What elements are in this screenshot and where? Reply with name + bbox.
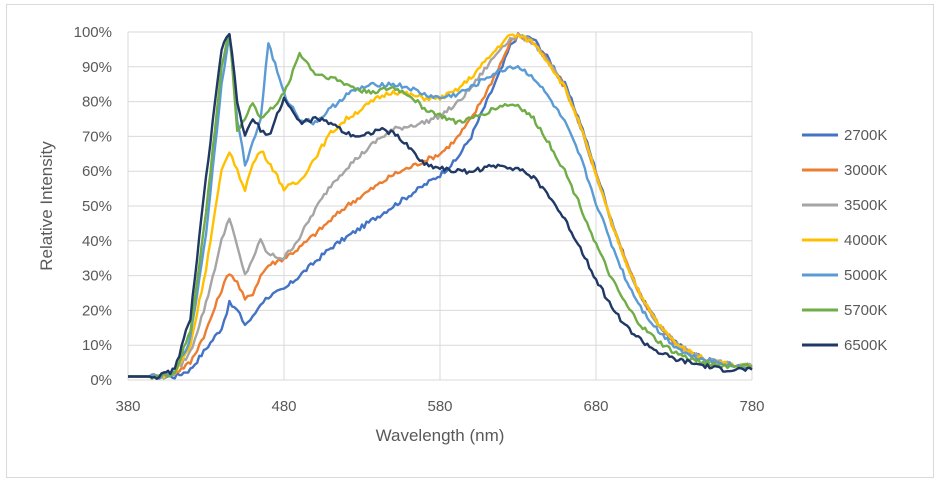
y-tick-label: 30% (82, 268, 112, 285)
y-tick-label: 20% (82, 302, 112, 319)
series-line-6500K (128, 32, 753, 380)
y-axis-title: Relative Intensity (37, 141, 56, 271)
y-tick-label: 10% (82, 337, 112, 354)
y-tick-label: 0% (90, 372, 112, 389)
x-axis-title: Wavelength (nm) (376, 426, 505, 445)
y-axis-ticks: 0% 10% 20% 30% 40% 50% 60% 70% 80% 90% 100% (74, 24, 112, 389)
series-lines (128, 32, 753, 380)
legend-label-3500K: 3500K (844, 197, 887, 214)
x-axis-ticks: 380 480 580 680 780 (115, 398, 764, 415)
y-tick-label: 60% (82, 163, 112, 180)
legend-label-2700K: 2700K (844, 127, 887, 144)
y-tick-label: 70% (82, 128, 112, 145)
legend-label-4000K: 4000K (844, 232, 887, 249)
y-tick-label: 90% (82, 59, 112, 76)
legend-label-5700K: 5700K (844, 302, 887, 319)
y-tick-label: 100% (74, 24, 112, 41)
x-tick-label: 380 (115, 398, 140, 415)
x-tick-label: 480 (271, 398, 296, 415)
y-tick-label: 80% (82, 94, 112, 111)
series-line-5700K (128, 33, 753, 380)
legend-label-3000K: 3000K (844, 162, 887, 179)
legend-label-6500K: 6500K (844, 337, 887, 354)
x-tick-label: 780 (739, 398, 764, 415)
legend-label-5000K: 5000K (844, 267, 887, 284)
x-tick-label: 680 (583, 398, 608, 415)
y-tick-label: 50% (82, 198, 112, 215)
x-tick-label: 580 (427, 398, 452, 415)
legend: 2700K 3000K 3500K 4000K 5000K 5700K 6500K (802, 127, 887, 354)
y-tick-label: 40% (82, 233, 112, 250)
